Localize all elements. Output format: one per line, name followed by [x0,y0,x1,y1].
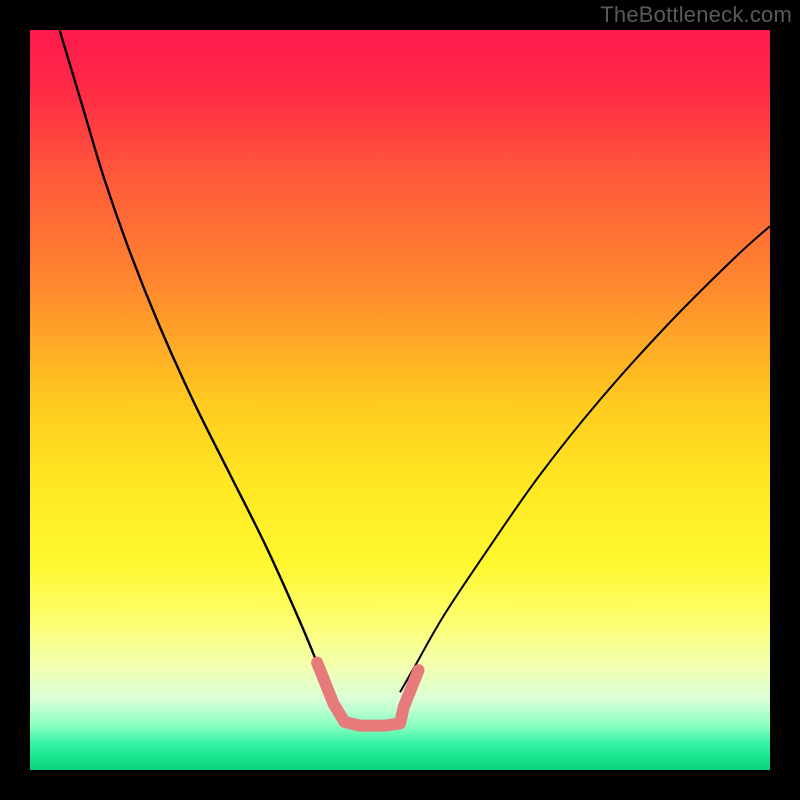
plot-svg [0,0,800,800]
watermark-text: TheBottleneck.com [600,2,792,28]
plot-background [30,30,770,770]
chart-canvas: TheBottleneck.com [0,0,800,800]
